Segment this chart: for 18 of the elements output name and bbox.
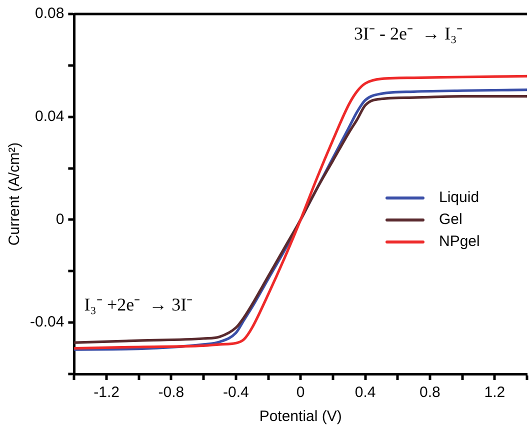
x-axis-title: Potential (V) — [259, 408, 342, 426]
x-tick-label: -0.4 — [222, 384, 249, 402]
x-tick-label: -0.8 — [158, 384, 184, 402]
annotation: I₃⁻ +2e⁻ → 3I⁻ — [84, 294, 193, 315]
y-axis-title: Current (A/cm²) — [6, 142, 24, 246]
x-tick-label: -1.2 — [94, 384, 120, 402]
y-tick-label: 0.08 — [34, 5, 64, 22]
x-tick-label: 0.8 — [420, 384, 440, 402]
y-tick-label: 0 — [56, 210, 64, 228]
legend-label: NPgel — [439, 233, 480, 250]
y-tick-label: -0.04 — [30, 314, 64, 331]
y-tick-label: 0.04 — [34, 108, 64, 125]
x-tick-label: 0 — [296, 384, 305, 402]
legend-label: Liquid — [439, 189, 480, 206]
x-tick-label: 1.2 — [484, 384, 506, 402]
legend-label: Gel — [439, 211, 462, 228]
x-tick-label: 0.4 — [354, 384, 376, 402]
annotation: 3I⁻ - 2e⁻ → I₃⁻ — [354, 24, 463, 44]
